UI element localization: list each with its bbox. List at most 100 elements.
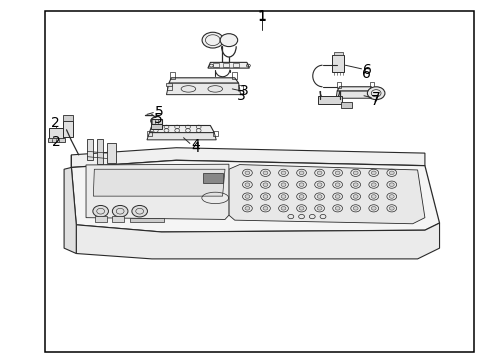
Circle shape xyxy=(317,207,322,210)
Polygon shape xyxy=(86,164,228,220)
Bar xyxy=(170,72,175,79)
Bar xyxy=(63,116,73,121)
Circle shape xyxy=(263,207,267,210)
Bar xyxy=(147,131,152,135)
Polygon shape xyxy=(149,126,214,133)
Bar xyxy=(238,85,243,90)
Polygon shape xyxy=(147,133,216,140)
Circle shape xyxy=(352,207,357,210)
Circle shape xyxy=(112,206,128,217)
Circle shape xyxy=(281,171,285,175)
Text: 1: 1 xyxy=(257,9,265,23)
Circle shape xyxy=(352,171,357,175)
Circle shape xyxy=(334,195,339,198)
Circle shape xyxy=(317,183,322,186)
Polygon shape xyxy=(166,83,240,95)
Bar xyxy=(213,63,219,67)
Circle shape xyxy=(202,32,223,48)
Circle shape xyxy=(334,171,339,175)
Circle shape xyxy=(317,195,322,198)
Bar xyxy=(130,218,163,222)
Bar xyxy=(317,96,341,104)
Text: 6: 6 xyxy=(362,63,370,77)
Circle shape xyxy=(352,195,357,198)
Circle shape xyxy=(220,34,237,46)
Circle shape xyxy=(370,183,375,186)
Circle shape xyxy=(388,183,393,186)
Circle shape xyxy=(244,183,249,186)
Bar xyxy=(203,173,222,183)
Bar xyxy=(340,102,351,108)
Circle shape xyxy=(317,171,322,175)
Bar xyxy=(95,216,107,222)
Circle shape xyxy=(299,207,304,210)
Polygon shape xyxy=(336,87,373,91)
Bar xyxy=(49,128,63,139)
Circle shape xyxy=(132,206,147,217)
Polygon shape xyxy=(76,223,439,259)
Bar xyxy=(44,12,473,352)
Text: 5: 5 xyxy=(155,105,163,119)
Text: 7: 7 xyxy=(371,91,380,105)
Bar xyxy=(166,83,172,86)
Text: 5: 5 xyxy=(154,112,163,126)
Bar xyxy=(336,82,340,88)
Circle shape xyxy=(370,195,375,198)
Bar xyxy=(331,55,344,72)
Polygon shape xyxy=(207,62,249,68)
Text: 2: 2 xyxy=(51,116,60,130)
Bar xyxy=(151,119,161,125)
Circle shape xyxy=(334,183,339,186)
Bar xyxy=(333,51,342,55)
Polygon shape xyxy=(93,169,224,196)
Bar xyxy=(112,216,124,222)
Circle shape xyxy=(299,195,304,198)
Text: 1: 1 xyxy=(257,10,265,24)
Text: 3: 3 xyxy=(237,89,245,103)
Circle shape xyxy=(366,87,384,100)
Bar xyxy=(232,63,238,67)
Circle shape xyxy=(263,183,267,186)
Bar xyxy=(369,82,373,88)
Bar xyxy=(47,138,65,142)
Polygon shape xyxy=(64,155,76,253)
Bar xyxy=(232,72,237,79)
Circle shape xyxy=(244,207,249,210)
Bar xyxy=(223,63,228,67)
Polygon shape xyxy=(71,160,439,232)
Circle shape xyxy=(388,171,393,175)
Circle shape xyxy=(93,206,108,217)
Circle shape xyxy=(370,207,375,210)
Text: 2: 2 xyxy=(52,135,61,149)
Circle shape xyxy=(244,195,249,198)
Circle shape xyxy=(352,183,357,186)
Text: 7: 7 xyxy=(370,94,379,108)
Circle shape xyxy=(334,207,339,210)
Bar xyxy=(87,139,93,160)
Bar xyxy=(63,121,73,137)
Polygon shape xyxy=(71,148,424,167)
Bar xyxy=(167,85,172,90)
Circle shape xyxy=(281,195,285,198)
Text: 6: 6 xyxy=(361,67,369,81)
Circle shape xyxy=(281,183,285,186)
Text: 4: 4 xyxy=(190,138,199,152)
Bar xyxy=(97,139,103,164)
Circle shape xyxy=(281,207,285,210)
Polygon shape xyxy=(228,165,424,224)
Circle shape xyxy=(244,171,249,175)
Circle shape xyxy=(263,195,267,198)
Bar xyxy=(107,143,116,163)
Text: 3: 3 xyxy=(239,84,248,98)
Bar xyxy=(151,125,161,130)
Circle shape xyxy=(388,207,393,210)
Text: 4: 4 xyxy=(190,141,199,155)
Circle shape xyxy=(370,171,375,175)
Circle shape xyxy=(263,171,267,175)
Polygon shape xyxy=(168,78,238,83)
Circle shape xyxy=(388,195,393,198)
Circle shape xyxy=(299,171,304,175)
Circle shape xyxy=(299,183,304,186)
Bar xyxy=(213,131,218,135)
Polygon shape xyxy=(335,91,373,98)
